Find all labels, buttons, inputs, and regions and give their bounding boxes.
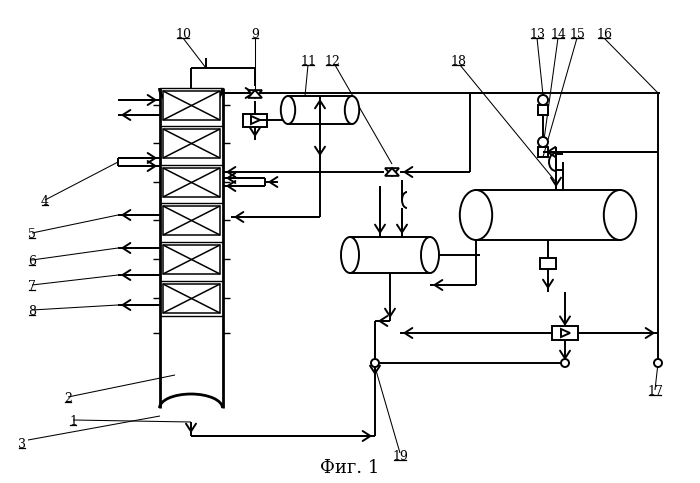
Polygon shape bbox=[248, 90, 262, 98]
Bar bbox=[350, 237, 430, 273]
Bar bbox=[163, 245, 220, 274]
Text: 14: 14 bbox=[550, 28, 566, 41]
Ellipse shape bbox=[345, 96, 359, 124]
Text: 8: 8 bbox=[28, 305, 36, 318]
Bar bbox=[163, 206, 220, 235]
Ellipse shape bbox=[604, 190, 636, 240]
Circle shape bbox=[561, 359, 569, 367]
Ellipse shape bbox=[460, 190, 492, 240]
Bar bbox=[540, 258, 556, 269]
Bar bbox=[163, 168, 220, 197]
Text: 17: 17 bbox=[647, 385, 663, 398]
Text: 1: 1 bbox=[69, 415, 77, 428]
Bar bbox=[538, 147, 548, 157]
Polygon shape bbox=[385, 168, 399, 176]
Circle shape bbox=[654, 359, 662, 367]
Text: 12: 12 bbox=[324, 55, 340, 68]
Circle shape bbox=[538, 95, 548, 105]
Bar bbox=[163, 91, 220, 120]
Polygon shape bbox=[385, 168, 399, 176]
Text: 19: 19 bbox=[392, 450, 408, 463]
Text: 3: 3 bbox=[18, 438, 26, 451]
Bar bbox=[163, 284, 220, 313]
Text: 6: 6 bbox=[28, 255, 36, 268]
Bar bbox=[538, 105, 548, 115]
Text: 7: 7 bbox=[28, 280, 36, 293]
Circle shape bbox=[538, 137, 548, 147]
Bar bbox=[476, 190, 620, 240]
Text: 10: 10 bbox=[175, 28, 191, 41]
Text: 15: 15 bbox=[569, 28, 585, 41]
Text: 18: 18 bbox=[450, 55, 466, 68]
Text: 4: 4 bbox=[41, 195, 49, 208]
Text: Фиг. 1: Фиг. 1 bbox=[321, 459, 379, 477]
Bar bbox=[552, 326, 578, 340]
Text: 16: 16 bbox=[596, 28, 612, 41]
Text: 2: 2 bbox=[64, 392, 72, 405]
Ellipse shape bbox=[341, 237, 359, 273]
Bar bbox=[288, 96, 352, 124]
Polygon shape bbox=[251, 116, 260, 124]
Text: 11: 11 bbox=[300, 55, 316, 68]
Text: 13: 13 bbox=[529, 28, 545, 41]
Circle shape bbox=[371, 359, 379, 367]
Ellipse shape bbox=[421, 237, 439, 273]
Bar bbox=[243, 114, 267, 127]
Ellipse shape bbox=[281, 96, 295, 124]
Text: 9: 9 bbox=[251, 28, 259, 41]
Text: 5: 5 bbox=[28, 228, 36, 241]
Bar bbox=[163, 129, 220, 158]
Polygon shape bbox=[561, 329, 570, 337]
Polygon shape bbox=[248, 90, 262, 98]
